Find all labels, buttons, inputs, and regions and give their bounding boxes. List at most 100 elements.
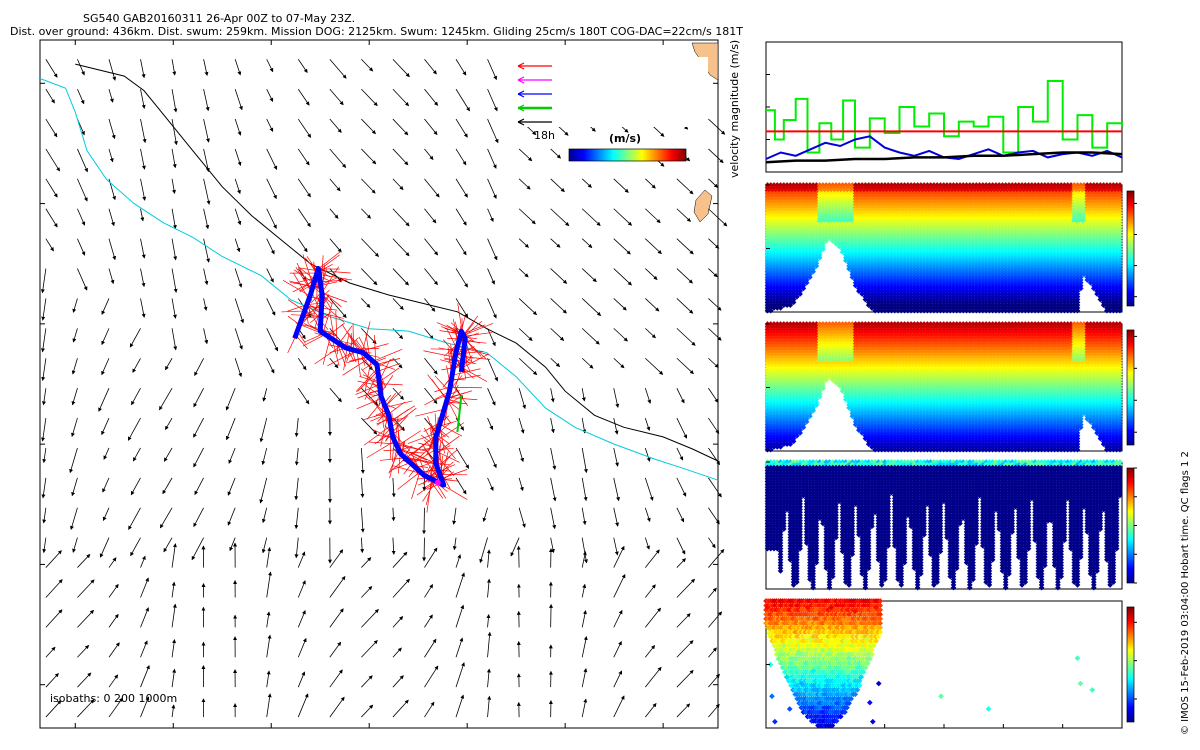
geostrophic-arrow: [550, 328, 565, 341]
geostrophic-arrow: [613, 670, 623, 688]
geostrophic-arrow: [392, 268, 409, 286]
geostrophic-arrow: [644, 703, 657, 718]
swim-vector: [321, 303, 345, 323]
geostrophic-arrow: [424, 614, 433, 628]
geostrophic-arrow: [297, 358, 307, 371]
geostrophic-arrow: [361, 417, 378, 435]
geostrophic-arrow: [361, 58, 374, 72]
geostrophic-arrow: [392, 551, 408, 568]
geostrophic-arrow: [644, 417, 651, 432]
geostrophic-arrow: [140, 268, 146, 288]
geostrophic-arrow: [165, 417, 173, 431]
geostrophic-arrow: [329, 696, 345, 718]
geostrophic-arrow: [140, 59, 146, 79]
swim-vector: [307, 302, 329, 320]
geostrophic-arrow: [294, 447, 299, 466]
geostrophic-arrow: [71, 358, 78, 375]
geostrophic-arrow: [613, 447, 619, 467]
geostrophic-arrow: [234, 118, 242, 136]
geostrophic-arrow: [329, 669, 343, 688]
geostrophic-arrow: [550, 148, 561, 159]
geostrophic-arrow: [455, 208, 467, 226]
geostrophic-arrow: [266, 238, 275, 255]
geostrophic-arrow: [77, 238, 86, 256]
geostrophic-arrow: [171, 668, 177, 688]
geostrophic-arrow: [171, 581, 176, 598]
geostrophic-arrow: [581, 388, 586, 402]
geostrophic-arrow: [708, 268, 718, 278]
geostrophic-arrow: [266, 88, 274, 103]
geostrophic-arrow: [329, 58, 347, 79]
geostrophic-arrow: [581, 477, 588, 502]
geostrophic-arrow: [361, 298, 371, 308]
geostrophic-arrow: [193, 417, 204, 438]
geostrophic-arrow: [708, 118, 726, 135]
geostrophic-arrow: [613, 695, 625, 718]
geostrophic-arrow: [266, 118, 274, 132]
geostrophic-arrow: [297, 238, 308, 253]
geostrophic-arrow: [424, 358, 438, 375]
geostrophic-arrow: [266, 571, 272, 598]
map-panel: 18h (m/s) isobaths: 0 200 1000m: [39, 39, 728, 729]
geostrophic-arrow: [294, 418, 299, 438]
geostrophic-arrow: [424, 328, 434, 340]
geostrophic-arrow: [391, 537, 396, 555]
geostrophic-arrow: [45, 238, 54, 252]
geostrophic-arrow: [77, 553, 91, 568]
geostrophic-arrow: [391, 507, 396, 522]
geostrophic-arrow: [41, 418, 47, 442]
geostrophic-arrow: [40, 268, 47, 294]
geostrophic-arrow: [77, 579, 95, 598]
geostrophic-arrow: [203, 328, 209, 345]
geostrophic-arrow: [518, 388, 527, 410]
geostrophic-arrow: [294, 507, 299, 530]
geostrophic-arrow: [329, 298, 347, 319]
geostrophic-arrow: [140, 208, 145, 222]
geostrophic-arrow: [127, 417, 141, 441]
geostrophic-arrow: [361, 268, 378, 286]
isobath-1000m: [75, 63, 719, 462]
geostrophic-arrow: [613, 507, 620, 527]
geostrophic-arrow: [159, 507, 173, 529]
geostrophic-arrow: [613, 208, 633, 226]
geostrophic-arrow: [262, 388, 268, 402]
geostrophic-arrow: [708, 477, 722, 498]
geostrophic-arrow: [266, 298, 276, 316]
geostrophic-arrow: [392, 208, 410, 227]
geostrophic-arrow: [361, 639, 378, 658]
geostrophic-arrow: [329, 208, 339, 219]
geostrophic-arrow: [140, 148, 146, 170]
geostrophic-arrow: [708, 611, 723, 628]
geostrophic-arrow: [266, 178, 277, 200]
geostrophic-arrow: [266, 148, 278, 171]
geostrophic-arrow: [108, 238, 117, 261]
geostrophic-arrow: [101, 417, 110, 436]
geostrophic-arrow: [140, 238, 146, 259]
geostrophic-arrow: [550, 447, 557, 470]
swim-vector: [321, 290, 342, 308]
geostrophic-arrow: [455, 604, 465, 628]
geostrophic-arrow: [45, 118, 58, 138]
geostrophic-arrow: [102, 507, 110, 522]
geostrophic-arrow: [424, 238, 439, 256]
geostrophic-arrow: [424, 148, 434, 161]
geostrophic-arrow: [77, 59, 85, 76]
geostrophic-arrow: [261, 507, 268, 524]
geostrophic-arrow: [455, 148, 467, 166]
geostrophic-arrow: [140, 607, 149, 628]
geostrophic-arrow: [392, 178, 404, 191]
geostrophic-arrow: [708, 417, 720, 434]
geostrophic-arrow: [77, 268, 88, 291]
geostrophic-arrow: [645, 178, 656, 189]
geostrophic-arrow: [581, 583, 587, 598]
geostrophic-arrow: [613, 641, 622, 658]
geostrophic-arrow: [644, 584, 656, 598]
geostrophic-arrow: [361, 586, 373, 598]
geostrophic-arrow: [518, 298, 538, 316]
geostrophic-arrow: [234, 178, 241, 195]
geostrophic-arrow: [71, 388, 78, 406]
geostrophic-arrow: [486, 549, 491, 568]
geostrophic-arrow: [581, 668, 588, 688]
geostrophic-arrow: [171, 298, 177, 319]
swim-vector: [287, 337, 296, 354]
